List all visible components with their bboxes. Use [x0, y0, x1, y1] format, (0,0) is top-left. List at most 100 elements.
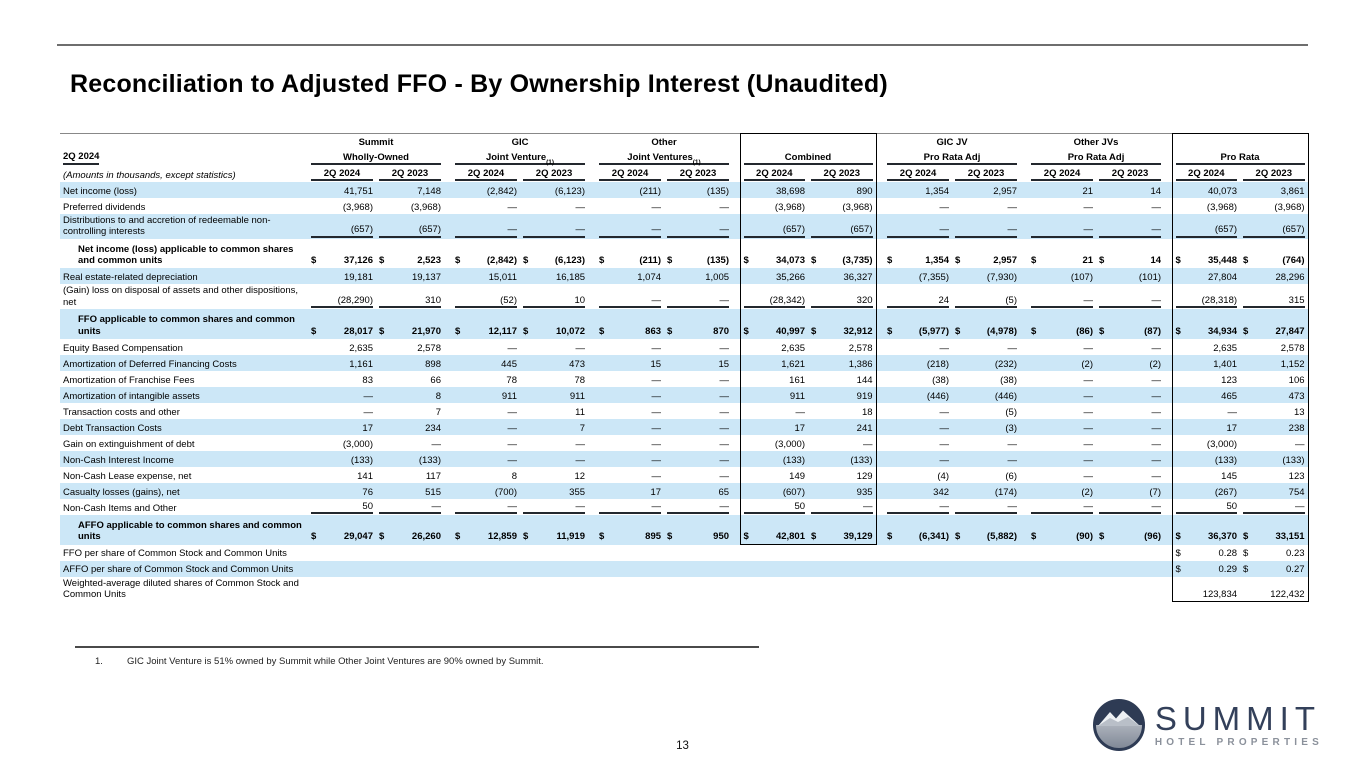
- value-cell: 36,327: [808, 268, 877, 285]
- row-label: Non-Cash Interest Income: [60, 451, 308, 468]
- value-cell: $ (90): [1028, 515, 1097, 545]
- value-cell: $33,151: [1240, 515, 1309, 545]
- table-row: Amortization of Franchise Fees 83 66 78 78 — —…: [60, 371, 1309, 388]
- ffo-table: Summit GIC Other GIC JV Other JVs 2Q 2024 Whol…: [60, 133, 1309, 603]
- column-spacer: [732, 239, 740, 269]
- column-spacer: [1164, 435, 1172, 451]
- column-spacer: [444, 198, 452, 214]
- value-cell: 161: [739, 371, 809, 388]
- value-cell: (2): [1028, 355, 1097, 372]
- logo: SUMMIT HOTEL PROPERTIES: [1092, 698, 1323, 752]
- value-cell: 17: [1171, 419, 1241, 436]
- value-cell: —: [308, 387, 376, 404]
- value-cell: (133): [1240, 451, 1309, 468]
- column-spacer: [876, 355, 885, 372]
- value-cell: 355: [520, 483, 589, 500]
- column-spacer: [1164, 239, 1172, 269]
- value-cell: 315: [1240, 284, 1309, 310]
- units-note-cell: (Amounts in thousands, except statistics…: [63, 169, 236, 181]
- value-cell: —: [1007, 438, 1018, 450]
- column-spacer: [444, 166, 452, 182]
- column-spacer: [588, 198, 596, 214]
- value-cell: (38): [932, 374, 950, 386]
- value-cell: $34,073: [739, 238, 809, 269]
- column-spacer: [588, 387, 597, 404]
- value-cell: 7,148: [376, 181, 444, 198]
- value-cell: —: [719, 374, 730, 386]
- group-subtitle-cell: Joint Ventures (1): [596, 150, 732, 166]
- value-cell: 65: [664, 483, 733, 500]
- value-cell: —: [1096, 213, 1165, 239]
- column-header-cell: 2Q 2024: [452, 166, 520, 182]
- value-cell: —: [1028, 451, 1097, 468]
- value-cell: 17: [596, 483, 665, 500]
- table-row: Amortization of intangible assets —8 911 91…: [60, 387, 1309, 404]
- column-spacer: [1020, 419, 1029, 436]
- value-cell: $ (86): [1028, 309, 1097, 340]
- column-spacer: [876, 339, 884, 355]
- table-row: Non-Cash Items and Other 50— — — — —50— — — — —50…: [60, 499, 1309, 516]
- value-cell: 935: [808, 483, 877, 500]
- value-cell: $35,448: [1171, 238, 1241, 269]
- value-cell: 141: [357, 470, 373, 482]
- column-spacer: [1020, 309, 1029, 340]
- value-cell: $895: [596, 515, 665, 545]
- column-spacer: [1020, 213, 1029, 239]
- value-cell: 8: [511, 470, 517, 482]
- value-cell: (133): [739, 451, 809, 468]
- value-cell: —: [1151, 342, 1162, 354]
- value-cell: —: [575, 342, 586, 354]
- column-spacer: [1020, 134, 1028, 150]
- value-cell: —: [952, 499, 1020, 515]
- value-cell: —: [452, 213, 520, 239]
- value-cell: (3,968): [739, 197, 809, 214]
- value-cell: (657): [1240, 213, 1309, 239]
- value-cell: 15,011: [452, 268, 520, 285]
- value-cell: (28,342): [739, 284, 809, 310]
- value-cell: —: [1083, 438, 1094, 450]
- value-cell: $12,117: [452, 309, 520, 340]
- column-spacer: [1020, 181, 1029, 198]
- value-cell: 515: [376, 483, 444, 500]
- row-label: FFO applicable to common shares and comm…: [60, 309, 308, 340]
- column-spacer: [1020, 515, 1029, 545]
- column-spacer: [588, 483, 597, 500]
- value-cell: $36,370: [1171, 515, 1241, 545]
- value-cell: [1028, 545, 1096, 561]
- value-cell: 15: [596, 355, 665, 372]
- value-cell: —: [520, 451, 589, 468]
- column-spacer: [444, 339, 452, 355]
- column-spacer: [876, 198, 884, 214]
- value-cell: —: [651, 374, 662, 386]
- column-spacer: [444, 181, 452, 198]
- column-spacer: [876, 515, 885, 545]
- value-cell: —: [520, 213, 589, 239]
- column-spacer: [1020, 268, 1029, 285]
- column-spacer: [1020, 545, 1028, 561]
- value-cell: —: [1096, 387, 1165, 404]
- group-subtitle-cell: Wholly-Owned: [308, 150, 444, 166]
- column-spacer: [588, 181, 597, 198]
- value-cell: [308, 560, 376, 577]
- column-spacer: [444, 483, 452, 500]
- value-cell: —: [664, 419, 733, 436]
- table-row: AFFO per share of Common Stock and Commo…: [60, 560, 1309, 577]
- group-subtitle-cell: Pro Rata Adj: [884, 150, 1020, 166]
- value-cell: —: [952, 451, 1021, 468]
- group-subtitle-cell: Combined: [739, 149, 877, 166]
- column-spacer: [1020, 150, 1028, 166]
- column-spacer: [876, 150, 884, 166]
- value-cell: (657): [376, 213, 444, 239]
- value-cell: $42,801: [739, 515, 809, 546]
- value-cell: —: [1028, 213, 1097, 239]
- table-header-row: 2Q 2024 Wholly-Owned Joint Venture (1) Joint…: [60, 149, 1309, 166]
- value-cell: 78: [574, 374, 586, 386]
- column-spacer: [1164, 355, 1173, 372]
- page-title: Reconciliation to Adjusted FFO - By Owne…: [70, 70, 888, 98]
- column-spacer: [1020, 577, 1028, 602]
- value-cell: [452, 545, 520, 561]
- value-cell: $0.29: [1171, 560, 1241, 577]
- value-cell: $ (135): [667, 255, 729, 267]
- value-cell: (133): [308, 451, 376, 468]
- value-cell: —: [1028, 284, 1096, 309]
